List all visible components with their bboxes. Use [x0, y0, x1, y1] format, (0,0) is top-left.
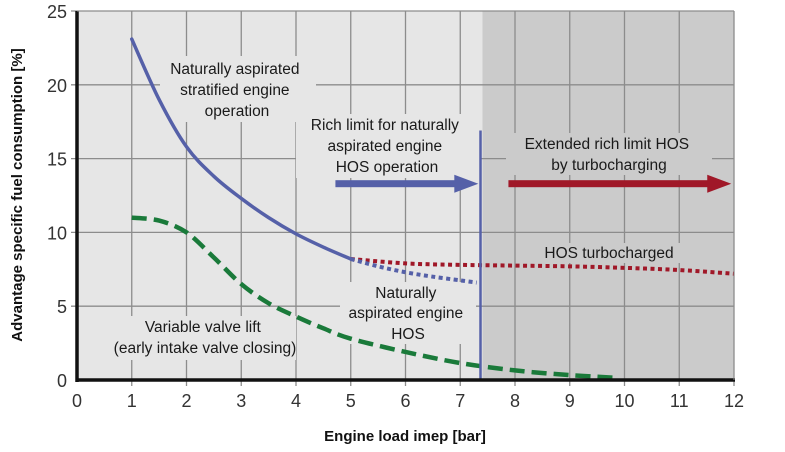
series-dashed-3 [131, 215, 617, 381]
x-tick-label: 9 [565, 391, 575, 411]
annotation-hos-turbocharged: HOS turbocharged [544, 245, 673, 262]
series-solid-0 [130, 37, 353, 261]
x-tick-label: 5 [346, 391, 356, 411]
y-tick-label: 10 [47, 223, 67, 243]
annotation-extended-rich-limit: Extended rich limit HOS by turbocharging [525, 136, 694, 174]
turbocharged-shaded-region [482, 11, 734, 380]
annotation-rich-limit: Rich limit for naturally aspirated engin… [311, 117, 463, 176]
x-tick-label: 3 [236, 391, 246, 411]
axes [75, 10, 735, 382]
x-tick-label: 4 [291, 391, 301, 411]
data-series [130, 37, 735, 381]
series-dotted-1 [350, 257, 477, 285]
x-tick-label: 7 [455, 391, 465, 411]
x-tick-label: 10 [614, 391, 634, 411]
y-tick-label: 25 [47, 2, 67, 22]
series-dotted-2 [350, 256, 735, 276]
annotation-variable-valve-lift: Variable valve lift (early intake valve … [114, 319, 297, 357]
annotation-na-hos: Naturally aspirated engine HOS [349, 285, 468, 343]
y-tick-label: 5 [57, 297, 67, 317]
x-tick-label: 8 [510, 391, 520, 411]
extended-limit-arrow [508, 174, 732, 193]
x-tick-label: 1 [127, 391, 137, 411]
x-axis-label: Engine load imep [bar] [324, 428, 486, 445]
y-tick-label: 20 [47, 76, 67, 96]
x-tick-label: 12 [724, 391, 744, 411]
x-tick-label: 0 [72, 391, 82, 411]
annotation-na-stratified: Naturally aspirated stratified engine op… [170, 61, 304, 120]
y-axis-label: Advantage specific fuel consumption [%] [9, 48, 26, 341]
arrows [335, 174, 732, 193]
annotation-backgrounds [116, 56, 712, 360]
x-tick-label: 11 [670, 391, 689, 411]
x-tick-label: 6 [400, 391, 410, 411]
y-tick-labels: 0 5 10 15 20 25 [47, 2, 67, 391]
rich-limit-arrow [335, 174, 479, 193]
y-tick-label: 15 [47, 150, 67, 170]
x-tick-label: 2 [181, 391, 191, 411]
x-tick-labels: 0 1 2 3 4 5 6 7 8 9 10 11 12 [72, 391, 744, 411]
y-tick-label: 0 [57, 371, 67, 391]
